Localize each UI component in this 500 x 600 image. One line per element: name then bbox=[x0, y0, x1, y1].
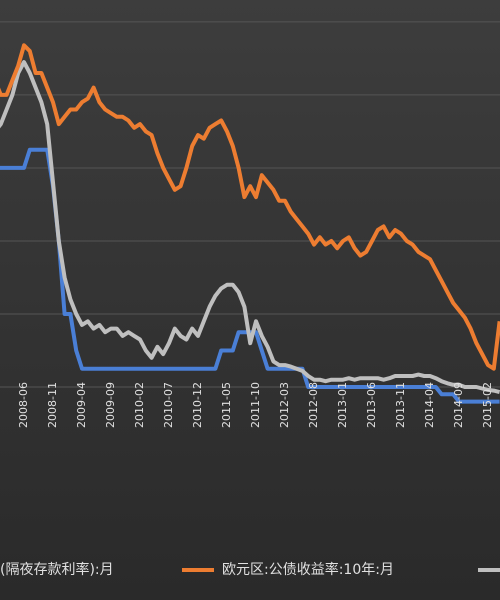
legend-label: (隔夜存款利率):月 bbox=[0, 561, 114, 578]
x-tick-label: 2014-04 bbox=[423, 382, 436, 428]
x-tick-label: 2013-01 bbox=[336, 382, 349, 428]
x-tick-label: 2013-06 bbox=[365, 382, 378, 428]
x-tick-label: 2013-11 bbox=[394, 382, 407, 428]
legend: (隔夜存款利率):月 欧元区:公债收益率:10年:月 bbox=[0, 561, 500, 578]
series-line bbox=[0, 43, 500, 371]
x-tick-label: 2011-10 bbox=[249, 382, 262, 428]
x-tick-label: 2010-02 bbox=[133, 382, 146, 428]
x-tick-label: 2011-05 bbox=[220, 382, 233, 428]
x-tick-label: 2012-03 bbox=[278, 382, 291, 428]
x-tick-label: 2015-02 bbox=[481, 382, 494, 428]
x-tick-label: 2008-11 bbox=[46, 382, 59, 428]
legend-label: 欧元区:公债收益率:10年:月 bbox=[222, 561, 394, 578]
x-tick-label: 2014-09 bbox=[452, 382, 465, 428]
series-line bbox=[0, 60, 500, 395]
x-tick-label: 2009-09 bbox=[104, 382, 117, 428]
x-tick-label: 2008-06 bbox=[17, 382, 30, 428]
x-tick-label: 2008-01 bbox=[0, 382, 1, 428]
x-axis: 2008-01 2008-06 2008-11 2009-04 2009-09 2010-… bbox=[0, 382, 494, 428]
x-tick-label: 2012-08 bbox=[307, 382, 320, 428]
x-tick-label: 2009-04 bbox=[75, 382, 88, 428]
x-tick-label: 2010-07 bbox=[162, 382, 175, 428]
x-tick-label: 2010-12 bbox=[191, 382, 204, 428]
lines bbox=[0, 43, 500, 404]
